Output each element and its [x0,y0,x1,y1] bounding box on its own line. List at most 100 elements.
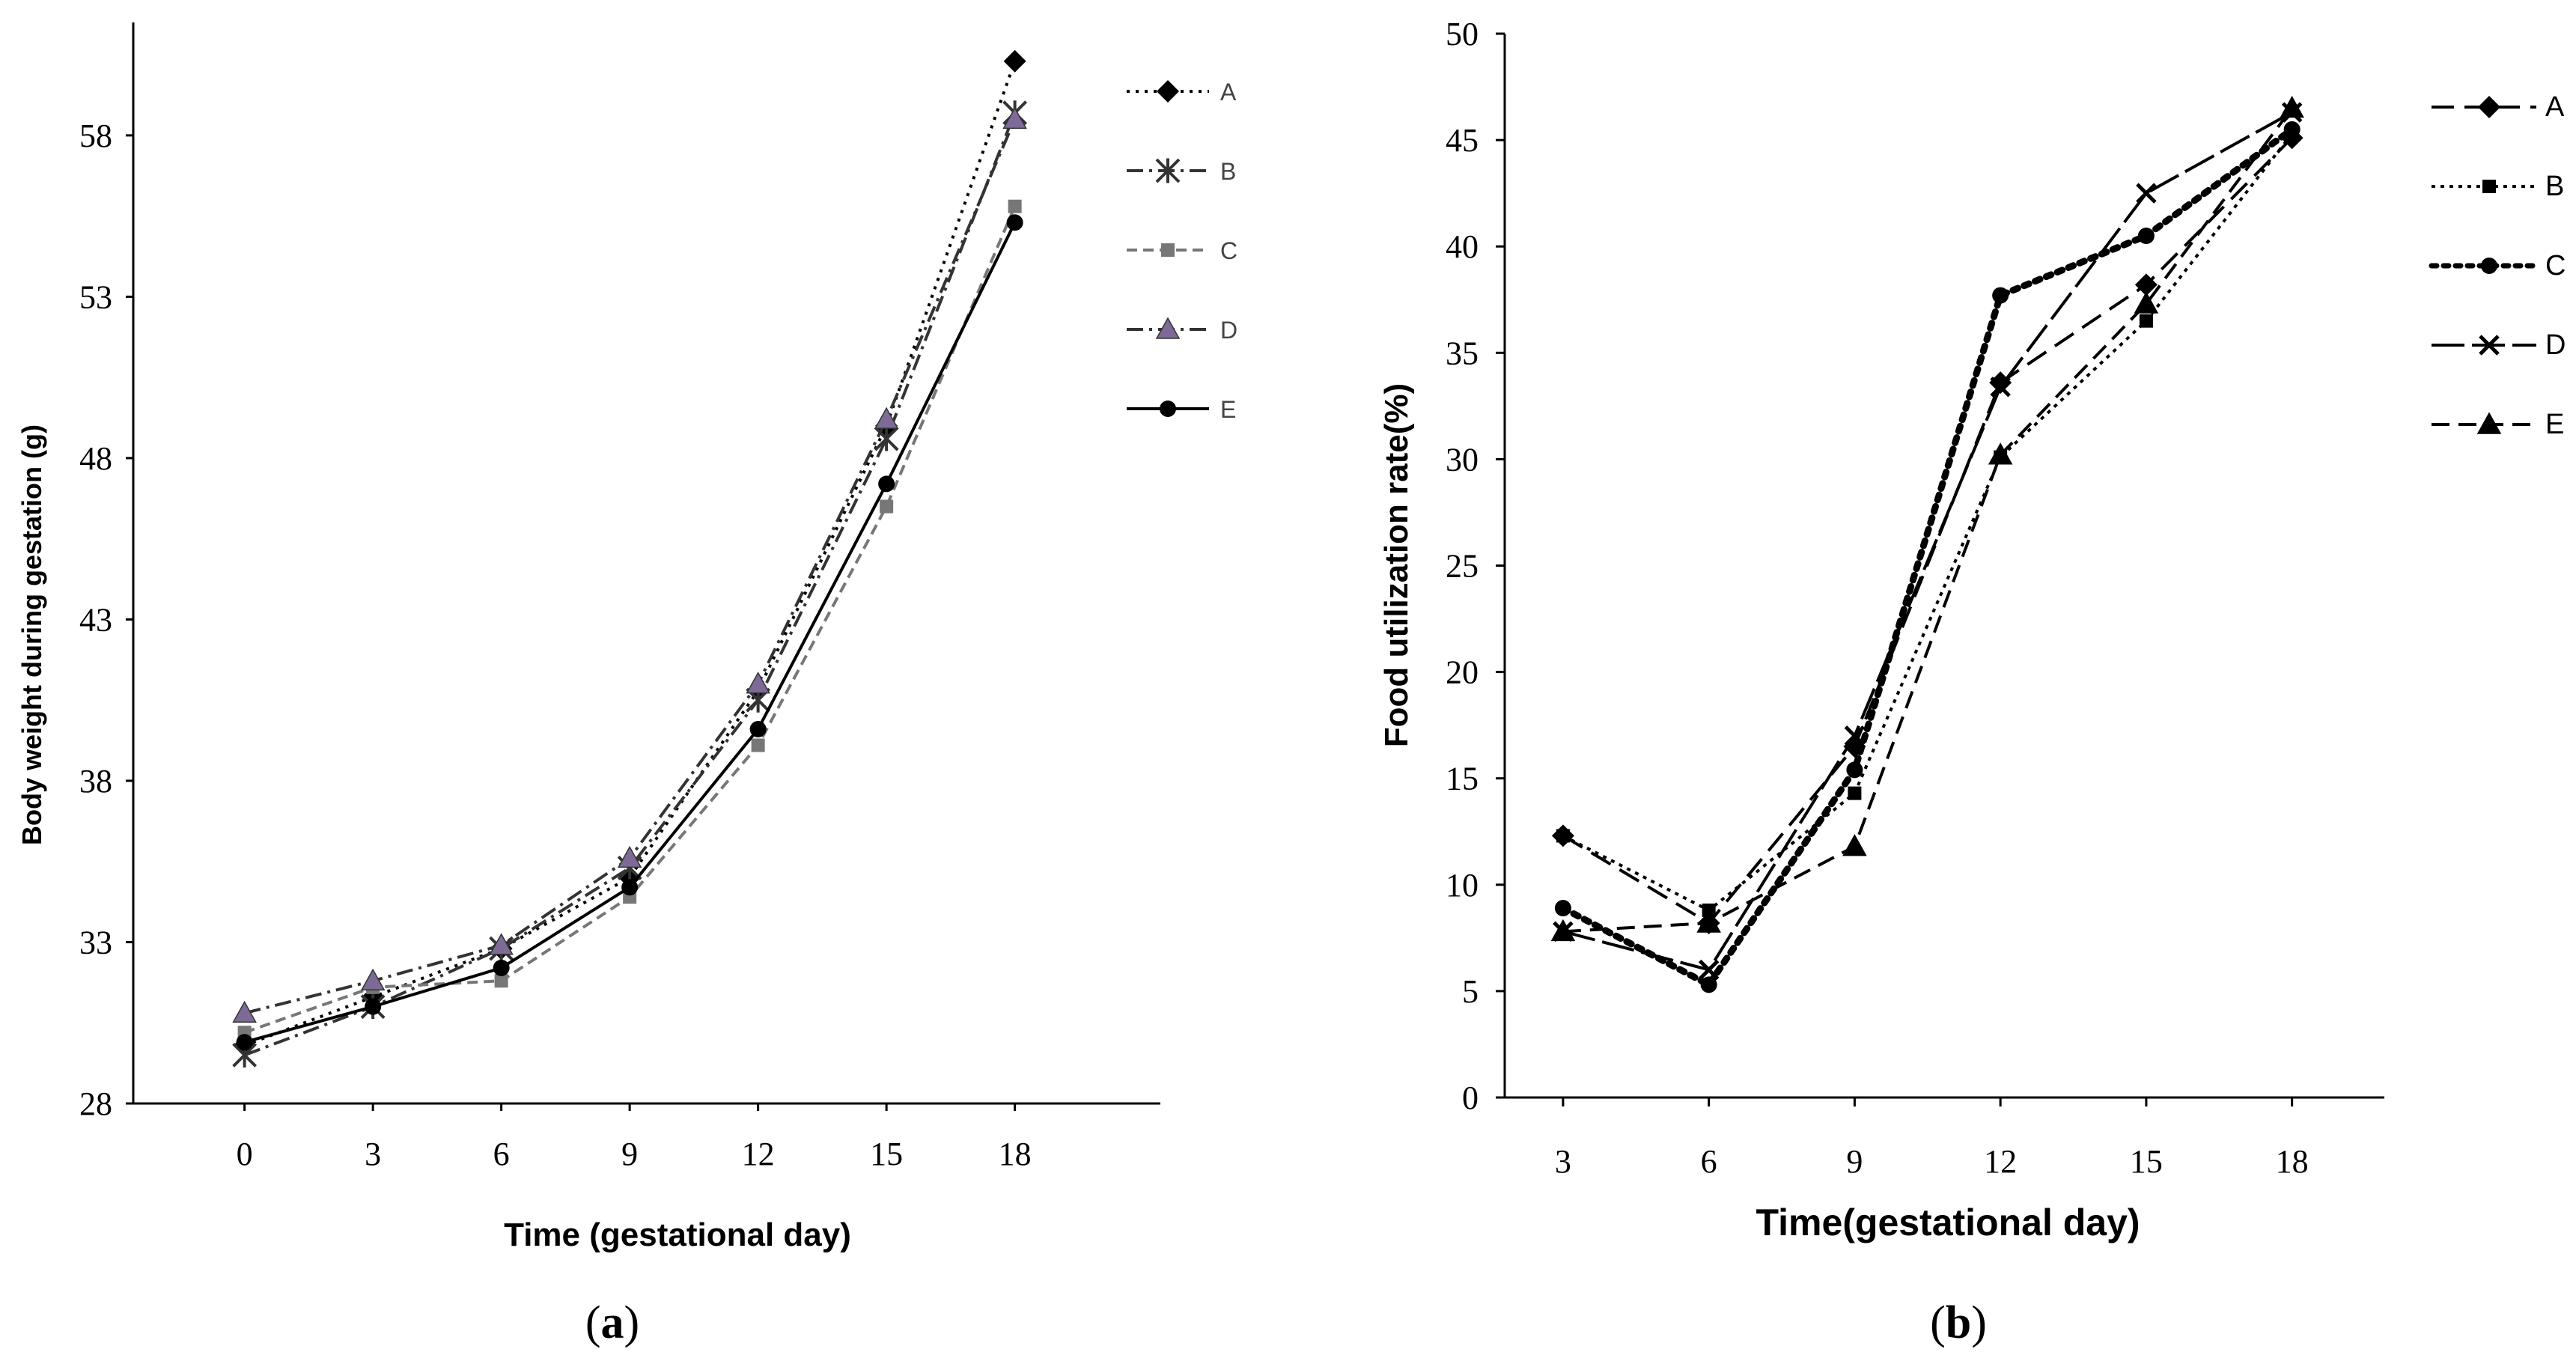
chart-b-xtick-label: 3 [1555,1143,1571,1180]
chart-a-legend-item-D: D [1127,317,1237,344]
chart-a-series-E-point [621,879,639,896]
chart-b-ytick-label: 20 [1446,654,1479,691]
chart-a-series-C-point [1008,199,1022,213]
chart-b-series-B-point [1556,829,1570,843]
chart-b-ytick-label: 0 [1462,1080,1479,1116]
chart-a-series-D-point [489,933,514,955]
chart-b-series-B-point [1848,786,1862,800]
chart-a: 28 33 38 43 48 53 58 0 3 6 9 12 15 18 A B C D E Body wei… [16,22,1237,1348]
chart-b-legend-marker-C [2481,258,2497,274]
chart-b-legend-item-E: E [2432,409,2564,440]
chart-a-series-D-point [617,845,642,868]
chart-b-series-E-point [2134,291,2159,314]
chart-a-ytick-label: 28 [79,1086,112,1122]
chart-a-xtick-label: 15 [870,1136,903,1172]
chart-b-legend-marker-A [2478,96,2500,118]
chart-b-series-C-point [1700,976,1717,993]
chart-a-series-C-point [494,974,508,988]
chart-a-legend: A B C D E [1127,79,1237,423]
chart-a-series-B-line [243,112,1017,1057]
chart-b-legend-label-A: A [2545,91,2565,123]
chart-b-series-C-point [2283,121,2301,138]
chart-a-series-D-point [360,968,386,990]
chart-b-series-C-point [2137,227,2155,244]
chart-b-xtick-label: 6 [1701,1143,1717,1180]
chart-b-series-D-point [1990,377,2011,398]
chart-a-series-E-line [244,222,1017,1044]
chart-a-series-C-point [880,499,894,514]
chart-a-xtick-label: 18 [999,1136,1032,1172]
chart-a-series-D-point [1002,106,1027,130]
chart-a-panel-label-open: ( [585,1297,601,1348]
chart-a-legend-marker-B [1155,158,1181,183]
chart-a-series-C-line [243,205,1017,1035]
chart-a-ytick-label: 38 [79,763,112,800]
chart-a-legend-label-E: E [1220,396,1236,423]
chart-a-legend-label-C: C [1220,237,1237,264]
chart-a-legend-label-D: D [1220,317,1237,344]
chart-a-series-E-point [878,475,895,493]
chart-b-series-E-line [1562,107,2294,934]
chart-b-series-C-point [1554,900,1571,917]
chart-b-series-C-line [1559,126,2296,988]
chart-a-xlabel: Time (gestational day) [504,1217,851,1253]
chart-a-series-A [233,49,1026,1057]
chart-b-series-E-point [1550,919,1576,942]
chart-b-series-E-point [2280,95,2304,118]
chart-a-series-E-point [365,998,382,1015]
chart-b-panel-label-open: ( [1930,1297,1946,1348]
chart-a-series-A-point [1003,49,1026,73]
chart-b-panel-label: (b) [1930,1297,1987,1348]
chart-b-ytick-label: 30 [1446,441,1479,478]
chart-a-panel-label-close: ) [624,1297,640,1348]
chart-b-legend-item-D: D [2432,329,2566,361]
chart-b-series-C [1554,121,2301,993]
chart-a-series-D-point [232,1000,257,1023]
chart-b-legend-item-A: A [2432,91,2565,123]
chart-a-series-E-point [749,720,767,737]
chart-a-panel-label: (a) [585,1297,639,1348]
chart-a-legend-label-A: A [1220,79,1237,106]
chart-b-legend-item-C: C [2429,250,2566,281]
chart-a-legend-marker-E [1160,401,1176,417]
chart-a-series-B [232,100,1028,1068]
chart-b-legend-marker-D [2479,335,2500,356]
chart-a-ytick-label: 48 [79,440,112,477]
chart-a-series-C [237,199,1022,1040]
chart-b-series-A-point [2134,273,2158,296]
chart-a-series-B-point [874,426,899,451]
chart-b-ytick-label: 25 [1446,548,1479,585]
chart-b-series-C-point [1846,761,1863,779]
chart-a-xtick-label: 6 [493,1136,510,1172]
chart-a-legend-marker-A [1157,80,1179,103]
chart-b-legend-label-C: C [2545,250,2566,281]
chart-a-series-E-point [1006,214,1023,231]
chart-b-legend: A B C D E [2429,91,2566,440]
chart-b-legend-label-D: D [2545,329,2566,361]
chart-b-ylabel: Food utilization rate(%) [1378,383,1415,747]
chart-b-legend-label-B: B [2545,171,2564,202]
chart-b-series-E-point [1696,910,1721,933]
chart-b-ytick-label: 50 [1446,16,1479,52]
chart-b-xtick-label: 18 [2276,1143,2309,1180]
chart-b-legend-item-B: B [2432,171,2564,202]
chart-b-ytick-label: 10 [1446,867,1479,904]
chart-b-series-C-point [1992,287,2009,304]
chart-b-panel-label-letter: b [1946,1297,1971,1348]
chart-a-panel-label-letter: a [601,1297,624,1348]
chart-a-series-C-point [751,738,765,752]
chart-b-panel-label-close: ) [1971,1297,1987,1348]
chart-a-legend-item-A: A [1127,79,1237,106]
chart-b-ytick-label: 35 [1446,335,1479,371]
chart-b-ytick-label: 5 [1462,973,1479,1010]
chart-a-legend-marker-C [1161,243,1175,257]
chart-a-legend-marker-D [1155,317,1181,339]
chart-a-xtick-label: 9 [621,1136,638,1172]
chart-a-ytick-label: 53 [79,278,112,315]
chart-b-ytick-label: 15 [1446,761,1479,797]
chart-b: 0 5 10 15 20 25 30 35 40 45 50 3 6 9 12 15 18 A B C D E Foo… [1378,16,2566,1348]
chart-b-ytick-label: 40 [1446,228,1479,265]
chart-a-series-E-point [493,959,510,976]
chart-b-xtick-label: 15 [2130,1143,2163,1180]
